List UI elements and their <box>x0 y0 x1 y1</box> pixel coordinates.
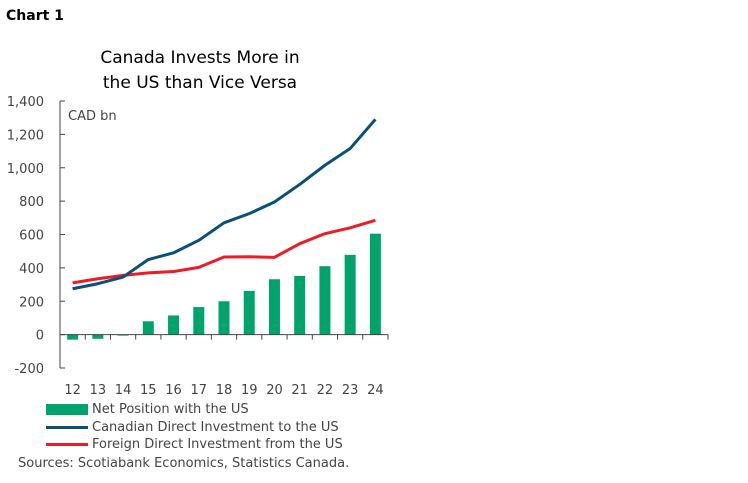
x-tick-label: 13 <box>90 383 107 398</box>
legend-item-cdi: Canadian Direct Investment to the US <box>46 420 339 435</box>
y-tick-label: 400 <box>19 262 44 277</box>
title-line-1: Canada Invests More in <box>100 48 300 68</box>
bar <box>67 334 79 340</box>
x-tick-label: 21 <box>291 383 308 398</box>
x-tick-label: 19 <box>241 383 258 398</box>
legend-label: Canadian Direct Investment to the US <box>92 420 339 435</box>
x-tick-label: 18 <box>216 383 233 398</box>
bar <box>142 321 154 335</box>
y-tick-label: 200 <box>19 295 44 310</box>
x-tick-label: 17 <box>190 383 207 398</box>
title-line-2: the US than Vice Versa <box>102 73 298 93</box>
y-tick-label: 600 <box>19 229 44 244</box>
x-tick-label: 16 <box>165 383 182 398</box>
bar <box>218 301 230 335</box>
x-tick-label: 24 <box>367 383 384 398</box>
y-tick-label: 1,400 <box>7 95 44 110</box>
y-tick-label: -200 <box>14 362 44 377</box>
x-tick-label: 22 <box>317 383 334 398</box>
bar <box>243 290 255 335</box>
bar <box>92 334 104 339</box>
bar <box>268 279 280 335</box>
y-tick-label: 1,200 <box>7 128 44 143</box>
legend-label: Foreign Direct Investment from the US <box>92 437 343 452</box>
bar <box>319 266 331 335</box>
legend-item-bars: Net Position with the US <box>46 402 249 417</box>
bar <box>168 315 180 335</box>
legend-swatch-line <box>46 426 88 429</box>
legend-item-fdi: Foreign Direct Investment from the US <box>46 437 343 452</box>
chart-label: Chart 1 <box>6 8 64 24</box>
y-tick-label: 0 <box>36 329 44 344</box>
x-tick-label: 20 <box>266 383 283 398</box>
legend-label: Net Position with the US <box>92 402 249 417</box>
x-tick-label: 15 <box>140 383 157 398</box>
series-line-1 <box>72 118 377 291</box>
y-tick-label: 800 <box>19 195 44 210</box>
x-tick-label: 14 <box>115 383 132 398</box>
unit-label: CAD bn <box>68 109 117 124</box>
legend-swatch-line <box>46 443 88 446</box>
bar <box>193 307 205 335</box>
bar <box>369 233 381 335</box>
bar <box>294 275 306 335</box>
legend-swatch-bar <box>46 404 88 415</box>
y-tick-label: 1,000 <box>7 162 44 177</box>
x-tick-label: 12 <box>64 383 81 398</box>
x-tick-label: 23 <box>342 383 359 398</box>
bar <box>344 254 356 335</box>
chart-title: Canada Invests More in the US than Vice … <box>60 46 340 96</box>
sources-note: Sources: Scotiabank Economics, Statistic… <box>18 456 350 471</box>
